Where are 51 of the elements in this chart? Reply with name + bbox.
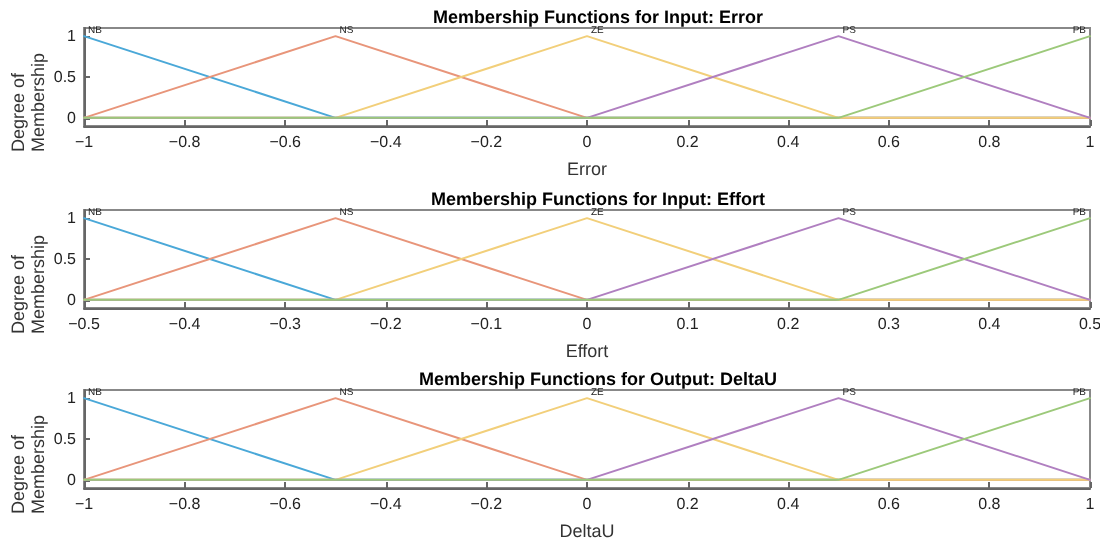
- chart-title: Membership Functions for Input: Error: [432, 7, 764, 27]
- x-tick-label: 0.2: [676, 495, 700, 514]
- x-axis-title: Error: [567, 159, 607, 179]
- x-tick-label: 1: [1085, 495, 1096, 514]
- x-tick-label: −0.1: [470, 314, 504, 333]
- y-tick-label: 1: [67, 389, 78, 408]
- y-tick-label: 0: [67, 471, 78, 490]
- x-tick-label: −1: [74, 495, 95, 514]
- x-tick-label: 0: [582, 495, 593, 514]
- x-tick-label: −0.6: [269, 495, 303, 514]
- x-tick-label: −0.3: [269, 314, 303, 333]
- x-tick-label: 0.4: [777, 133, 801, 151]
- x-tick-label: 0.8: [978, 495, 1002, 514]
- y-axis-title: Degree of Membership: [8, 415, 48, 515]
- x-tick-label: −0.2: [470, 133, 504, 151]
- y-axis-title: Degree of Membership: [8, 52, 48, 152]
- x-tick-label: 0.3: [877, 314, 902, 333]
- x-tick-label: −0.2: [370, 314, 403, 333]
- y-tick-label: 0.5: [53, 430, 78, 449]
- x-axis-title: Effort: [565, 340, 610, 361]
- chart-title: Membership Functions for Input: Effort: [431, 188, 765, 209]
- x-tick-label: 0.4: [777, 495, 801, 514]
- x-tick-label: −1: [74, 133, 95, 151]
- x-tick-label: 0.6: [877, 133, 902, 151]
- y-tick-label: 1: [67, 27, 78, 46]
- x-tick-label: −0.8: [168, 495, 202, 514]
- x-tick-label: 0.1: [676, 314, 700, 333]
- y-axis-title: Degree of Membership: [8, 234, 48, 334]
- x-tick-label: 1: [1085, 133, 1096, 151]
- y-tick-label: 1: [67, 208, 78, 227]
- y-tick-label: 0: [67, 108, 78, 127]
- y-tick-label: 0.5: [53, 68, 78, 86]
- x-tick-label: 0.4: [978, 314, 1002, 333]
- x-tick-label: −0.8: [168, 133, 202, 151]
- x-tick-label: −0.2: [470, 495, 504, 514]
- x-tick-label: 0.2: [777, 314, 801, 333]
- x-tick-label: 0.2: [676, 133, 700, 151]
- x-tick-label: −0.4: [168, 314, 202, 333]
- x-tick-label: 0: [582, 133, 593, 151]
- x-tick-label: 0.8: [978, 133, 1002, 151]
- x-tick-label: 0: [582, 314, 593, 333]
- x-tick-label: −0.6: [269, 133, 303, 151]
- x-axis-title: DeltaU: [559, 521, 615, 542]
- x-tick-label: −0.4: [370, 133, 403, 151]
- x-tick-label: 0.6: [877, 495, 902, 514]
- x-tick-label: −0.4: [370, 495, 403, 514]
- x-tick-label: 0.5: [1078, 314, 1100, 333]
- chart-title: Membership Functions for Output: DeltaU: [419, 369, 777, 390]
- y-tick-label: 0.5: [53, 249, 78, 268]
- y-tick-label: 0: [67, 290, 78, 309]
- x-tick-label: −0.5: [68, 314, 101, 333]
